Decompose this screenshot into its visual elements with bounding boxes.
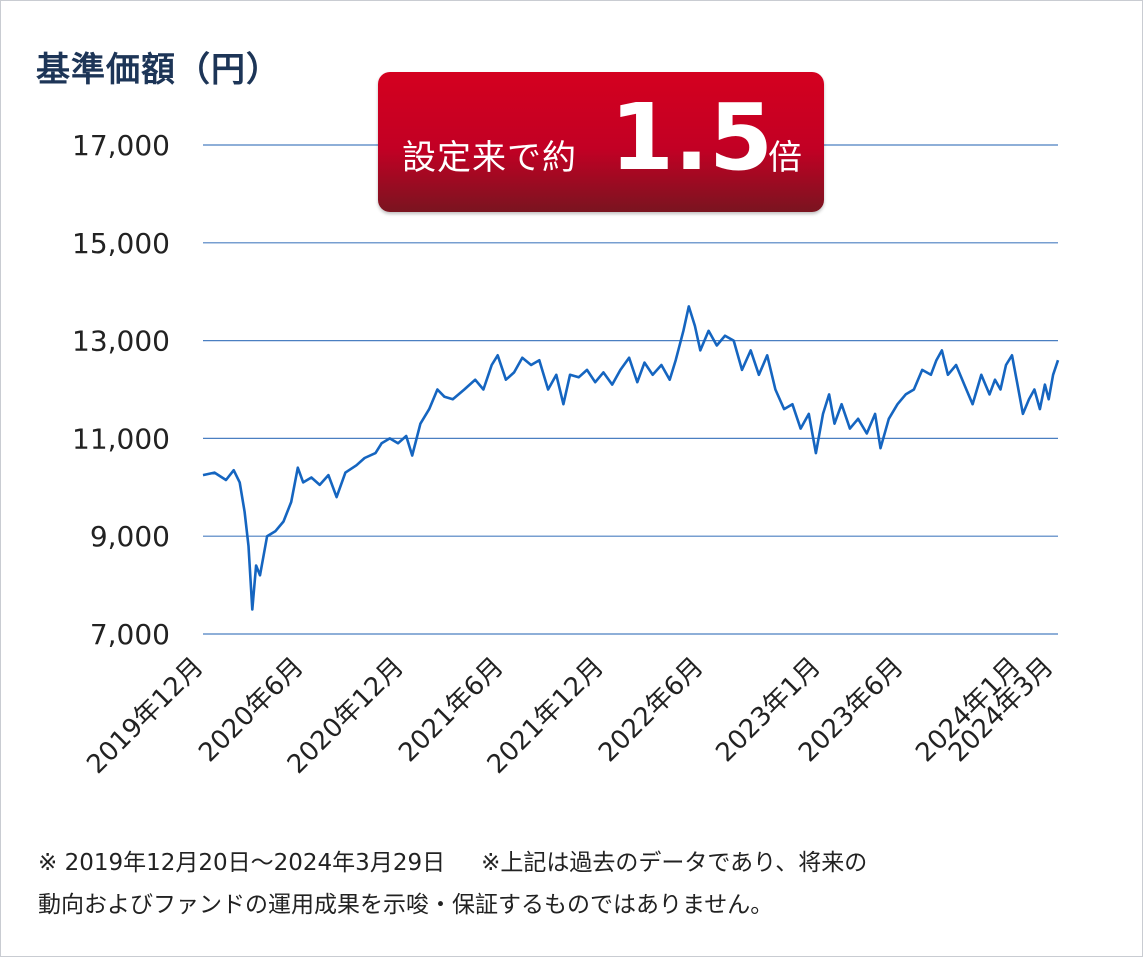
y-axis-ticks: 7,000 9,000 11,000 13,000 15,000 17,000 — [72, 129, 170, 651]
x-tick-label: 2022年6月 — [593, 652, 709, 768]
x-axis-ticks: 2019年12月2020年6月2020年12月2021年6月2021年12月20… — [81, 652, 1059, 780]
badge-prefix: 設定来で約 — [402, 138, 577, 178]
y-tick-label: 9,000 — [90, 520, 170, 553]
y-tick-label: 11,000 — [72, 422, 170, 455]
y-tick-label: 15,000 — [72, 227, 170, 260]
growth-badge: 設定来で約 1.5 倍 — [378, 72, 824, 212]
badge-value: 1.5 — [610, 84, 773, 191]
x-tick-label: 2019年12月 — [81, 652, 209, 780]
chart-title: 基準価額（円） — [36, 50, 281, 90]
price-line — [202, 305, 1060, 611]
gridlines — [203, 144, 1058, 635]
disclaimer-text-1: ※上記は過去のデータであり、将来の — [481, 850, 868, 876]
y-tick-label: 13,000 — [72, 325, 170, 358]
period-text: ※ 2019年12月20日～2024年3月29日 — [38, 850, 446, 876]
y-tick-label: 17,000 — [72, 129, 170, 162]
disclaimer-note: 動向およびファンドの運用成果を示唆・保証するものではありません。 — [38, 892, 774, 918]
price-chart: 7,000 9,000 11,000 13,000 15,000 17,000 2019年… — [72, 129, 1060, 780]
badge-suffix: 倍 — [768, 138, 802, 178]
series-layer — [202, 305, 1060, 611]
period-note: ※ 2019年12月20日～2024年3月29日 ※上記は過去のデータであり、将来… — [38, 843, 867, 877]
y-tick-label: 7,000 — [90, 618, 170, 651]
